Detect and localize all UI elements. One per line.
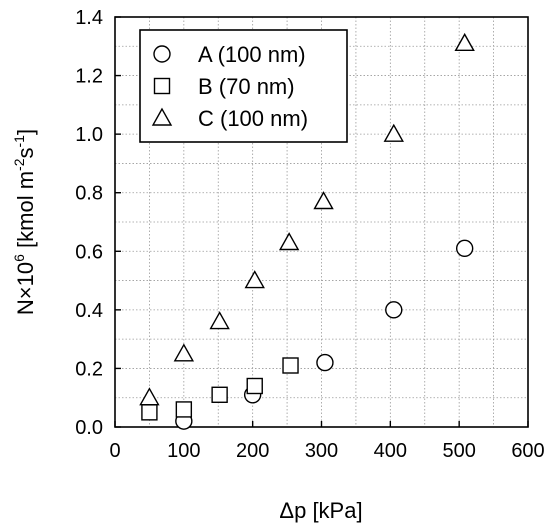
y-tick-label: 0.2	[75, 358, 103, 380]
x-tick-label: 100	[167, 440, 200, 462]
legend-marker-square	[153, 77, 171, 95]
data-marks	[139, 32, 475, 430]
y-axis-label-part: -2	[11, 158, 27, 171]
legend-label: B (70 nm)	[198, 74, 295, 99]
y-axis-label-part: 6	[11, 254, 27, 262]
series-triangle	[139, 32, 475, 406]
point-triangle	[454, 32, 475, 52]
y-tick-label: 0.8	[75, 183, 103, 205]
x-tick-label: 600	[511, 440, 544, 462]
legend-label: A (100 nm)	[198, 42, 306, 67]
point-circle	[455, 239, 474, 258]
x-tick-label: 500	[442, 440, 475, 462]
y-tick-label: 0.4	[75, 300, 103, 322]
legend: A (100 nm) B (70 nm) C (100 nm)	[139, 29, 348, 143]
y-tick-label: 0.6	[75, 241, 103, 263]
point-circle	[385, 301, 403, 319]
x-tick-label: 400	[374, 440, 407, 462]
x-tick-label: 300	[305, 440, 338, 462]
y-tick-label: 1.2	[75, 66, 103, 88]
y-tick-label: 0.0	[75, 417, 103, 439]
point-circle	[316, 353, 334, 372]
y-axis-label: N×106 [kmol m-2s-1]	[11, 129, 38, 315]
y-axis-label-part: ]	[13, 129, 38, 135]
legend-box	[139, 29, 348, 143]
y-axis-label-part: s	[13, 147, 38, 158]
legend-marker-circle	[153, 45, 171, 63]
y-tick-label: 1.4	[75, 7, 103, 29]
legend-label: C (100 nm)	[198, 106, 308, 131]
point-triangle	[313, 191, 334, 210]
y-tick-label: 1.0	[75, 124, 103, 146]
point-square	[246, 377, 263, 395]
axis-ticks: 0 100 200 300 400 500 600 0.0 0.2 0.4 0.6 0.8 1.0 1.2…	[75, 7, 545, 462]
point-triangle	[383, 123, 404, 142]
y-axis-label-part: N×10	[13, 262, 38, 315]
y-axis-label-part: -1	[11, 135, 27, 148]
point-square	[282, 357, 299, 374]
y-axis-label-part: [kmol m	[13, 171, 38, 254]
point-triangle	[209, 311, 230, 330]
point-square	[211, 386, 228, 403]
x-axis-label: Δp [kPa]	[279, 498, 362, 523]
x-tick-label: 200	[236, 440, 269, 462]
point-triangle	[278, 232, 300, 251]
legend-marker-triangle	[151, 107, 173, 126]
point-square	[141, 404, 158, 421]
point-square	[175, 401, 193, 418]
series-square	[141, 357, 299, 421]
x-tick-label: 0	[109, 440, 120, 462]
point-triangle	[244, 270, 265, 289]
point-triangle	[139, 387, 160, 406]
point-triangle	[173, 343, 195, 362]
